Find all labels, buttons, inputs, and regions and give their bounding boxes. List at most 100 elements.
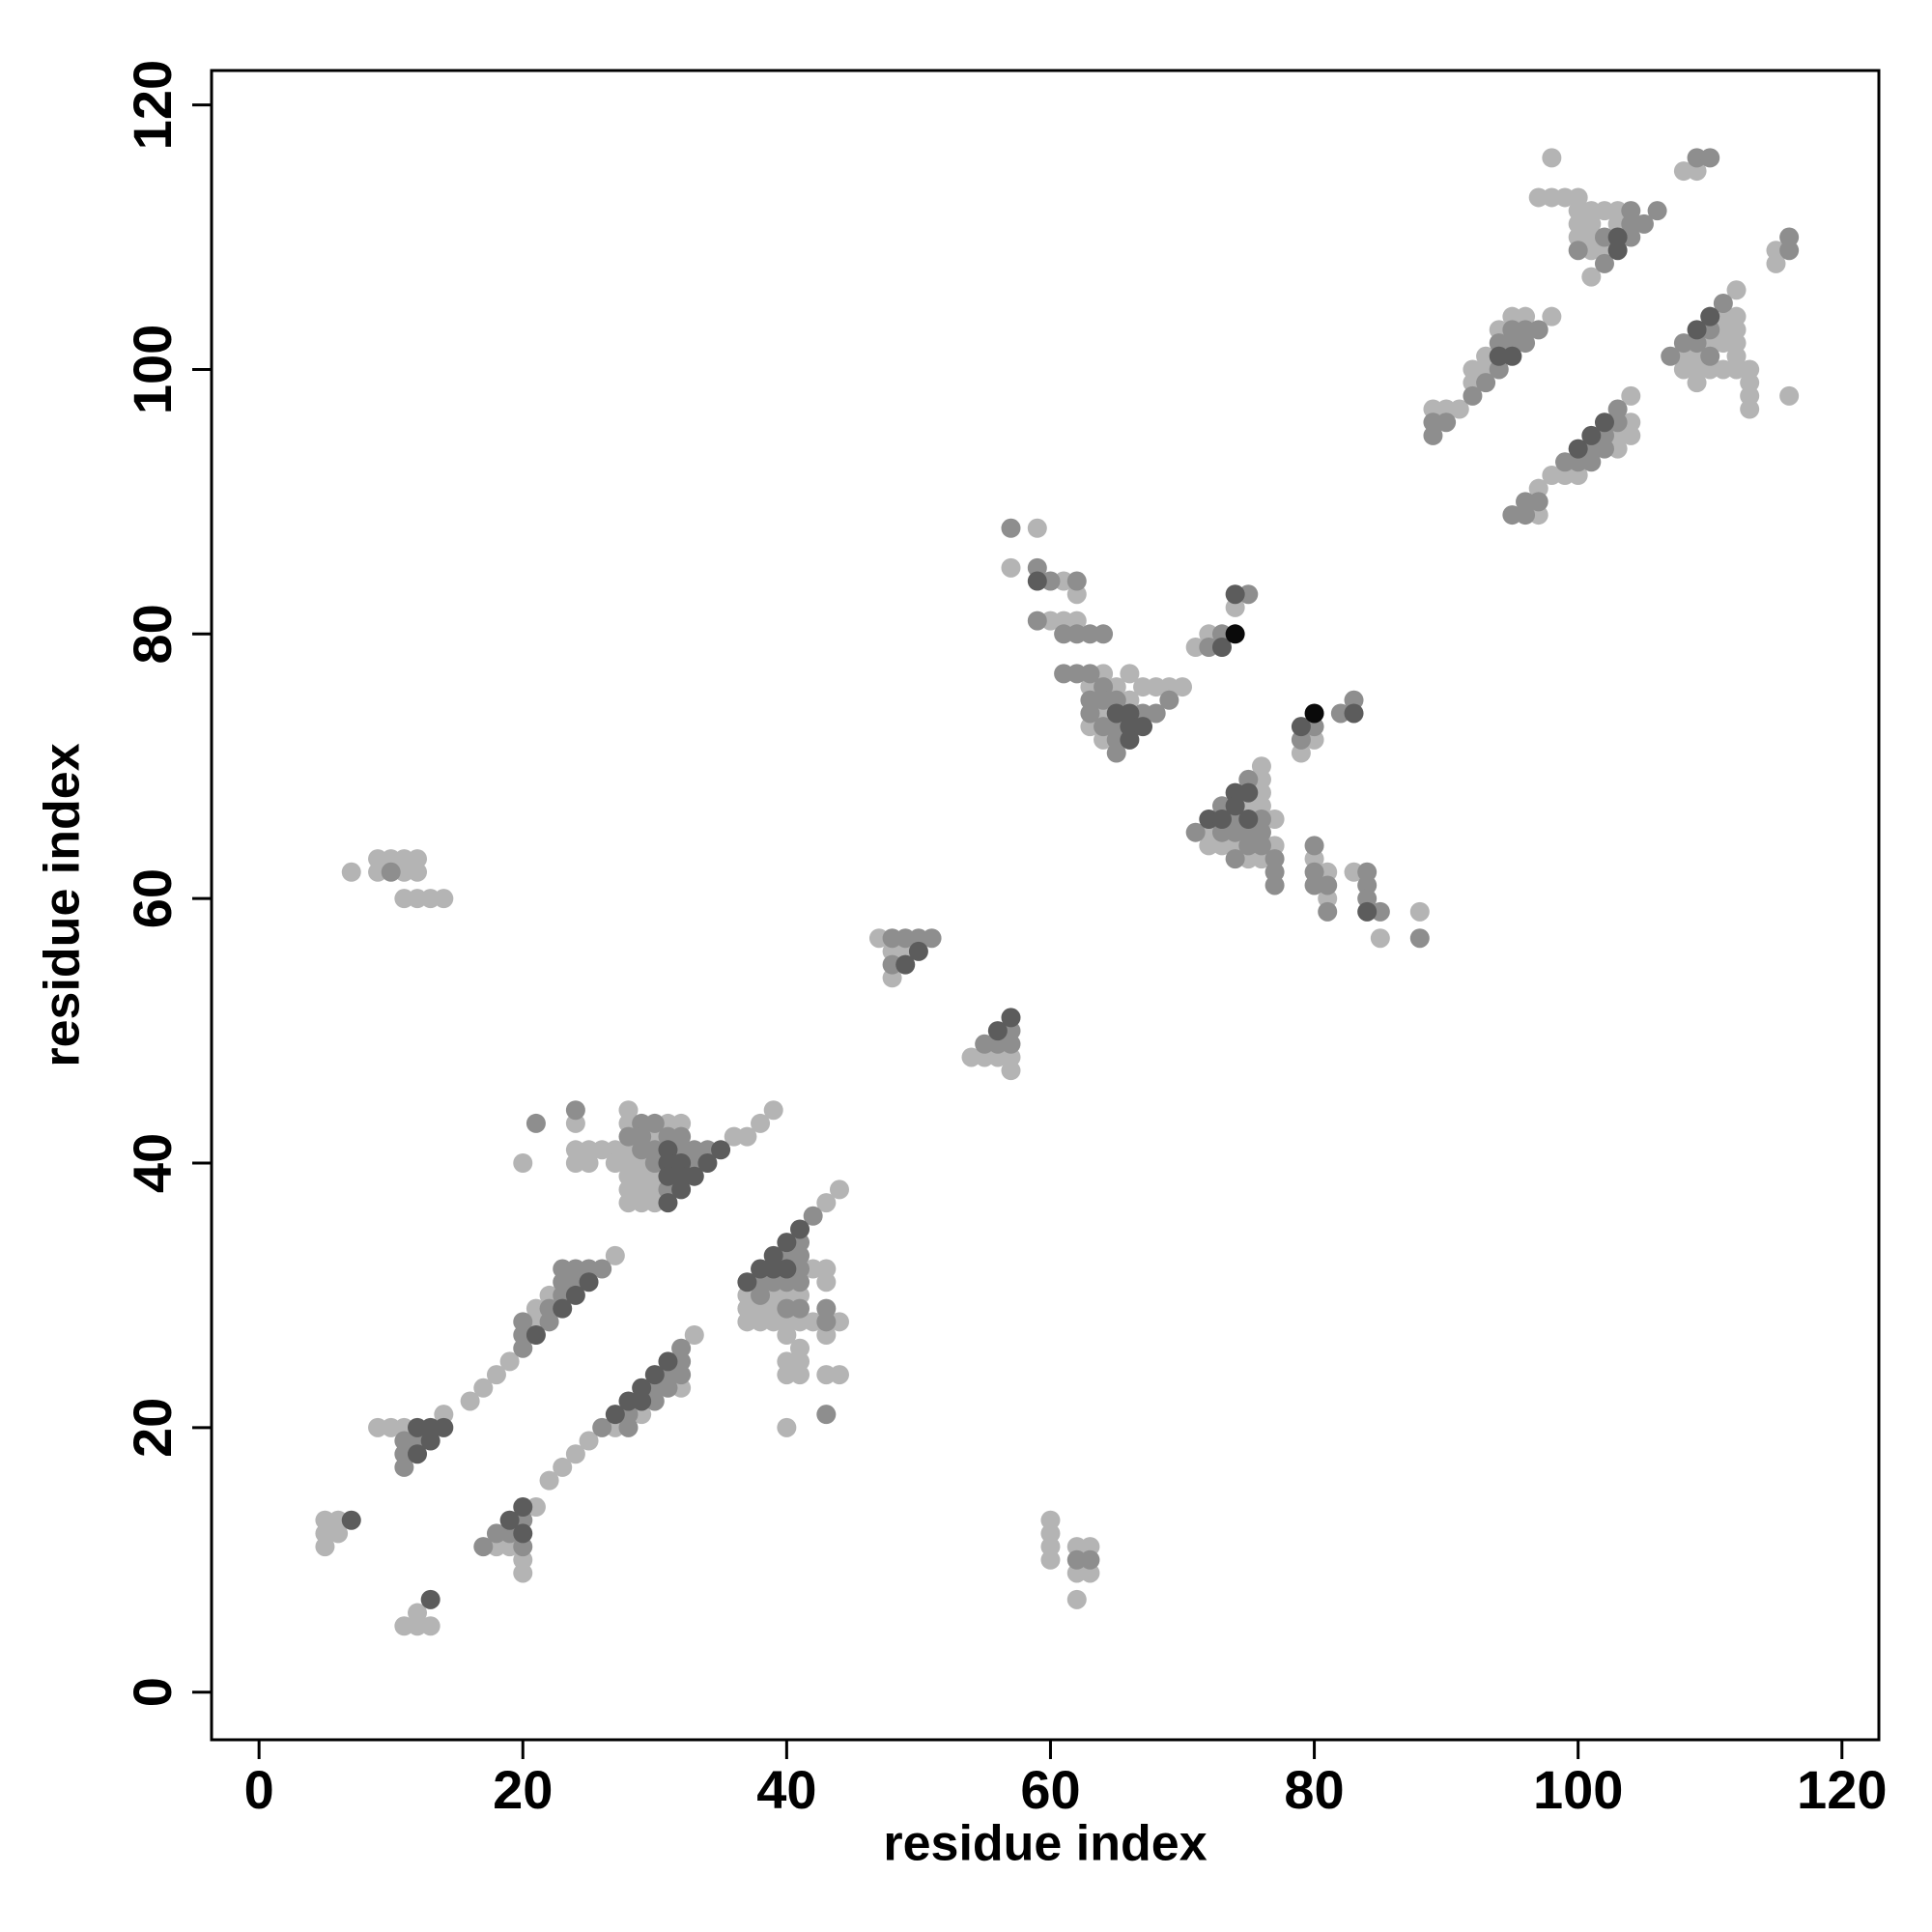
contact-point [513,1153,533,1174]
contact-point [751,1285,771,1305]
contact-point [644,1113,665,1133]
contact-point [895,954,916,975]
contact-point [816,1272,837,1293]
contact-point [486,1365,506,1385]
contact-point [1687,320,1707,340]
contact-point [632,1391,652,1411]
contact-point [671,1113,692,1133]
contact-point [1687,373,1707,393]
contact-point [1001,1061,1021,1081]
contact-point [341,1510,361,1530]
contact-point [763,1100,783,1121]
contact-point [816,1325,837,1346]
contact-point [473,1537,494,1557]
contact-point [777,1233,797,1253]
contact-point [671,1179,692,1200]
contact-point [658,1378,678,1398]
contact-point [1094,677,1114,697]
contact-point [420,1589,440,1609]
contact-point [1647,201,1667,221]
contact-point [1080,703,1100,724]
contact-point [526,1113,546,1133]
contact-point [513,1523,533,1544]
contact-point [1120,664,1140,684]
contact-point [1225,597,1245,617]
contact-point [1436,412,1457,433]
contact-point [882,968,902,988]
contact-point [1516,333,1536,354]
contact-point [658,1351,678,1372]
contact-point [1581,213,1602,234]
contact-point [1568,465,1588,485]
contact-point [434,1405,454,1425]
contact-point [1779,227,1800,247]
contact-point [1449,399,1469,419]
contact-point [1528,320,1548,340]
contact-point [1001,518,1021,538]
contact-point [671,1153,692,1174]
contact-point [1607,241,1628,261]
contact-point [1027,611,1047,631]
contact-point [1726,280,1747,300]
contact-point [1304,703,1324,724]
contact-point [671,1338,692,1358]
contact-point [1185,822,1206,842]
contact-point [1568,187,1588,208]
contact-point [1740,373,1760,393]
contact-point [553,1298,573,1319]
contact-point [1291,743,1311,763]
contact-point [408,862,428,882]
contact-point [1291,717,1311,737]
contact-point [1700,148,1720,168]
contact-point [1120,703,1140,724]
contact-point [1106,690,1126,710]
contact-point [605,1405,625,1425]
contact-point [1080,1549,1100,1570]
contact-point [408,1444,428,1464]
contact-point [790,1245,810,1265]
contact-point [908,941,928,961]
y-tick-label: 100 [122,325,183,414]
contact-point [632,1378,652,1398]
contact-point [565,1285,585,1305]
contact-point [671,1365,692,1385]
contact-point [684,1325,704,1346]
contact-point [790,1272,810,1293]
x-tick-label: 120 [1797,1759,1887,1820]
contact-point [1066,571,1087,591]
contact-point [1251,756,1271,777]
contact-point [328,1523,349,1544]
contact-point [1238,769,1259,789]
contact-point [1080,664,1100,684]
contact-point [1066,584,1087,605]
contact-point [737,1272,757,1293]
contact-point [790,1285,810,1305]
contact-point [1700,306,1720,327]
contact-point [1568,241,1588,261]
contact-point [1489,359,1509,380]
contact-point [1700,346,1720,366]
contact-point [658,1193,678,1213]
contact-point [1568,439,1588,459]
contact-point [1779,241,1800,261]
contact-point [763,1245,783,1265]
contact-point [1040,1510,1061,1530]
contact-point [1766,253,1786,273]
contact-point [1027,518,1047,538]
contact-point [829,1179,849,1200]
contact-point [1251,796,1271,816]
contact-point [513,1549,533,1570]
y-tick-label: 80 [122,604,183,664]
contact-point [644,1365,665,1385]
x-tick-label: 80 [1284,1759,1344,1820]
x-tick-label: 20 [493,1759,553,1820]
contact-point [1581,425,1602,445]
contact-point [1528,492,1548,512]
contact-point [1001,1034,1021,1054]
contact-point [1634,213,1654,234]
contact-point [816,1405,837,1425]
contact-point [1264,849,1285,869]
contact-point [632,1126,652,1147]
contact-point [1726,333,1747,354]
